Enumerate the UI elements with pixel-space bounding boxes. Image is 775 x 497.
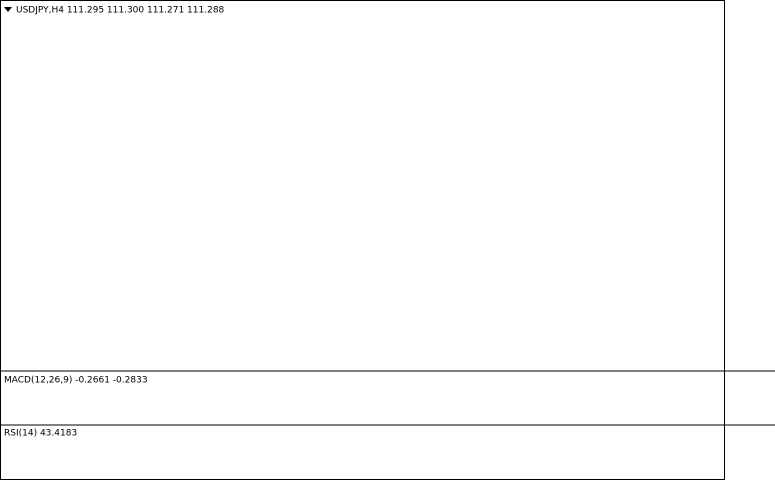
macd-title: MACD(12,26,9) -0.2661 -0.2833: [4, 376, 148, 386]
chart-title: USDJPY,H4 111.295 111.300 111.271 111.28…: [16, 6, 225, 16]
rsi-title: RSI(14) 43.4183: [4, 429, 77, 439]
frame: [0, 0, 725, 480]
menu-arrow: [4, 7, 12, 12]
